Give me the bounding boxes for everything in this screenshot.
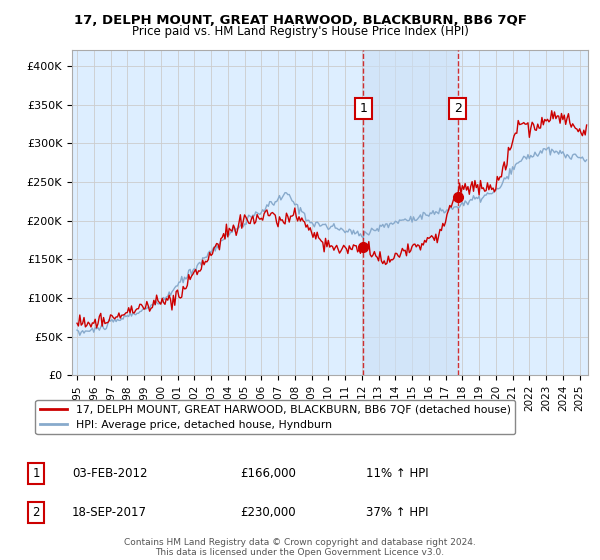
Text: 11% ↑ HPI: 11% ↑ HPI (366, 466, 428, 480)
Text: 1: 1 (32, 466, 40, 480)
Text: £166,000: £166,000 (240, 466, 296, 480)
Text: 37% ↑ HPI: 37% ↑ HPI (366, 506, 428, 519)
Text: £230,000: £230,000 (240, 506, 296, 519)
Text: 2: 2 (32, 506, 40, 519)
Bar (364, 50, 458, 375)
Text: 17, DELPH MOUNT, GREAT HARWOOD, BLACKBURN, BB6 7QF: 17, DELPH MOUNT, GREAT HARWOOD, BLACKBUR… (74, 14, 526, 27)
Text: Price paid vs. HM Land Registry's House Price Index (HPI): Price paid vs. HM Land Registry's House … (131, 25, 469, 38)
Text: 18-SEP-2017: 18-SEP-2017 (72, 506, 147, 519)
Text: 2: 2 (454, 102, 461, 115)
Text: Contains HM Land Registry data © Crown copyright and database right 2024.
This d: Contains HM Land Registry data © Crown c… (124, 538, 476, 557)
Text: 03-FEB-2012: 03-FEB-2012 (72, 466, 148, 480)
Text: 1: 1 (359, 102, 367, 115)
Legend: 17, DELPH MOUNT, GREAT HARWOOD, BLACKBURN, BB6 7QF (detached house), HPI: Averag: 17, DELPH MOUNT, GREAT HARWOOD, BLACKBUR… (35, 400, 515, 435)
